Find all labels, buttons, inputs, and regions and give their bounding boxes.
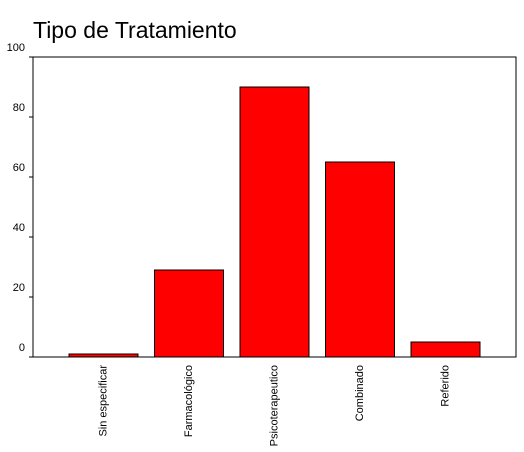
x-tick-label: Combinado — [354, 365, 366, 421]
y-tick-label: 100 — [7, 42, 25, 54]
bar — [154, 269, 224, 358]
y-tick-label: 60 — [13, 162, 25, 174]
x-tick-label: Referido — [439, 365, 451, 407]
x-tick-label: Psicoterapeutico — [268, 365, 280, 446]
bar — [68, 353, 139, 358]
y-tick-label: 80 — [13, 102, 25, 114]
chart-title: Tipo de Tratamiento — [33, 17, 237, 43]
x-tick-label: Farmacológico — [183, 365, 195, 437]
y-tick-label: 40 — [13, 222, 25, 234]
y-tick-label: 0 — [19, 342, 25, 354]
bar — [325, 161, 395, 358]
y-tick-label: 20 — [13, 282, 25, 294]
bar — [239, 86, 310, 358]
x-tick-label: Sin especificar — [97, 365, 109, 437]
bar — [410, 341, 481, 358]
